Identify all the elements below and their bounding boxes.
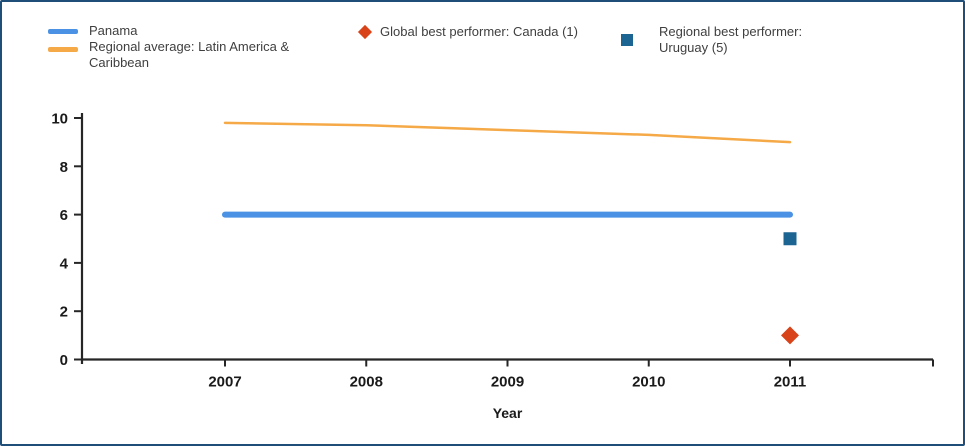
- marker-diamond-global-best: [781, 326, 799, 345]
- x-tick-label: 2007: [208, 374, 241, 391]
- y-tick-label: 6: [60, 207, 68, 224]
- legend-label-global-best: Global best performer: Canada (1): [380, 24, 578, 39]
- x-tick-label: 2011: [774, 374, 807, 391]
- y-tick-label: 8: [60, 159, 68, 176]
- series-line-regional: [223, 121, 792, 144]
- regional-best-square-icon: [621, 34, 633, 46]
- y-tick-label: 10: [51, 111, 68, 128]
- regional-average-line-icon: [48, 47, 78, 52]
- legend-item-regional-best: Regional best performer: Uruguay (5): [621, 24, 834, 56]
- legend-item-panama: Panama: [48, 23, 137, 39]
- x-tick-label: 2009: [491, 374, 524, 391]
- legend-item-global-best: Global best performer: Canada (1): [357, 24, 578, 40]
- legend-item-regional-average: Regional average: Latin America & Caribb…: [48, 39, 304, 71]
- x-axis-title: Year: [493, 405, 523, 421]
- legend-label-regional-best: Regional best performer: Uruguay (5): [659, 24, 803, 55]
- legend-label-regional-average: Regional average: Latin America & Caribb…: [89, 39, 290, 70]
- panama-line-icon: [48, 29, 78, 34]
- legend-label-panama: Panama: [89, 23, 138, 38]
- marker-square-regional-best: [783, 232, 797, 246]
- x-tick-label: 2008: [350, 374, 383, 391]
- y-tick-label: 2: [60, 304, 68, 321]
- y-tick-label: 4: [60, 255, 69, 272]
- y-tick-label: 0: [60, 352, 68, 369]
- x-tick-label: 2010: [632, 374, 665, 391]
